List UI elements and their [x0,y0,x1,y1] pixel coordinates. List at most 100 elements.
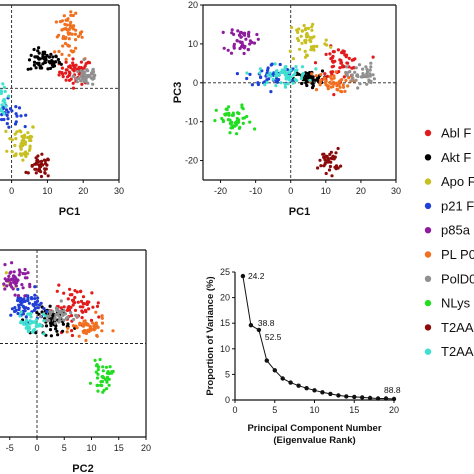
scatter-point [322,164,326,168]
scatter-point [268,71,272,75]
scatter-point [16,298,20,303]
scatter-point [21,320,25,325]
scatter-point [34,156,38,160]
scree-point [248,323,254,328]
legend-label: PolD0 [441,271,474,286]
scatter-point [314,88,319,92]
scatter-point [328,75,332,79]
scatter-point [227,113,231,117]
scatter-point [6,117,10,121]
scatter-point [289,75,293,79]
scatter-point [32,47,36,52]
scatter-point [253,127,257,131]
x-tick-label: 0 [288,186,293,196]
scree-point [383,396,389,401]
scatter-point [342,75,346,79]
scatter-point [87,307,91,311]
scatter-point [64,60,68,64]
scatter-point [99,383,103,387]
scatter-point [96,389,100,393]
scatter-point [71,303,75,307]
scatter-point [318,158,322,162]
scatter-point [361,74,365,79]
scatter-point [95,376,100,380]
scatter-point [13,306,17,310]
y-tick-label: 0 [225,395,230,405]
scatter-point [13,122,18,126]
scatter-point [16,287,20,291]
scatter-point [324,52,328,57]
scatter-point [13,309,17,314]
scatter-point [0,118,4,122]
scatter-point [34,322,39,326]
scatter-point [293,72,297,76]
scatter-point [93,358,97,362]
scatter-point [80,70,84,74]
scatter-point [237,33,241,37]
scatter-point [321,152,325,156]
scatter-point [354,78,358,82]
scatter-point [235,116,239,121]
scatter-point [45,309,49,314]
scatter-point [51,55,55,59]
scatter-point [49,334,54,338]
scatter-point [111,329,115,333]
scatter-point [21,286,25,290]
legend-marker [424,154,432,161]
legend-marker [424,251,432,258]
legend-marker [424,275,432,282]
scatter-point [66,322,70,326]
scatter-point [341,83,345,87]
scatter-point [68,26,72,30]
scatter-point [305,35,309,39]
x-axis-label: PC2 [72,463,93,474]
scatter-point [65,330,69,334]
y-tick-label: 20 [188,0,198,10]
scatter-point [85,302,89,307]
scatter-point [94,364,99,368]
scatter-point [28,322,32,326]
scatter-point [308,78,312,82]
scatter-point [337,83,341,87]
scatter-point [6,277,10,282]
scatter-point [308,38,312,42]
scatter-point [46,315,50,319]
scatter-point [310,28,314,32]
scatter-point [68,23,72,27]
scatter-point [278,62,282,67]
scatter-point [60,52,64,57]
scatter-point [33,293,37,297]
scatter-point [245,76,249,81]
scatter-point [73,295,77,300]
scatter-point [286,82,290,86]
scatter-point [351,76,355,80]
scatter-point [340,78,344,82]
scatter-point [19,302,23,306]
y-tick-label: 20 [220,293,230,303]
scatter-point [43,171,47,175]
scatter-point [21,312,25,316]
scatter-point [76,70,80,74]
scatter-point [326,87,330,91]
legend-label: NLys [441,296,471,311]
x-tick-label: 20 [389,405,399,415]
scatter-point [8,107,13,111]
scree-point [288,380,293,385]
scatter-point [275,76,279,81]
scatter-point [10,285,14,289]
scatter-point [34,302,39,306]
scatter-point [9,313,13,317]
scatter-point [365,67,369,71]
legend-marker [424,299,432,307]
scatter-point [13,143,17,148]
scree-plot-panel: 0 5 10 15 20 0 5 10 15 20 25 Principal Component Nu… [205,267,401,446]
scatter-point [90,291,94,295]
scatter-point [35,299,40,303]
scatter-point [226,48,230,52]
scatter-point [5,122,9,126]
legend-marker [424,129,432,137]
scatter-point [37,57,41,61]
scatter-point [220,116,224,121]
scatter-point [102,388,106,392]
scatter-point [318,83,322,87]
